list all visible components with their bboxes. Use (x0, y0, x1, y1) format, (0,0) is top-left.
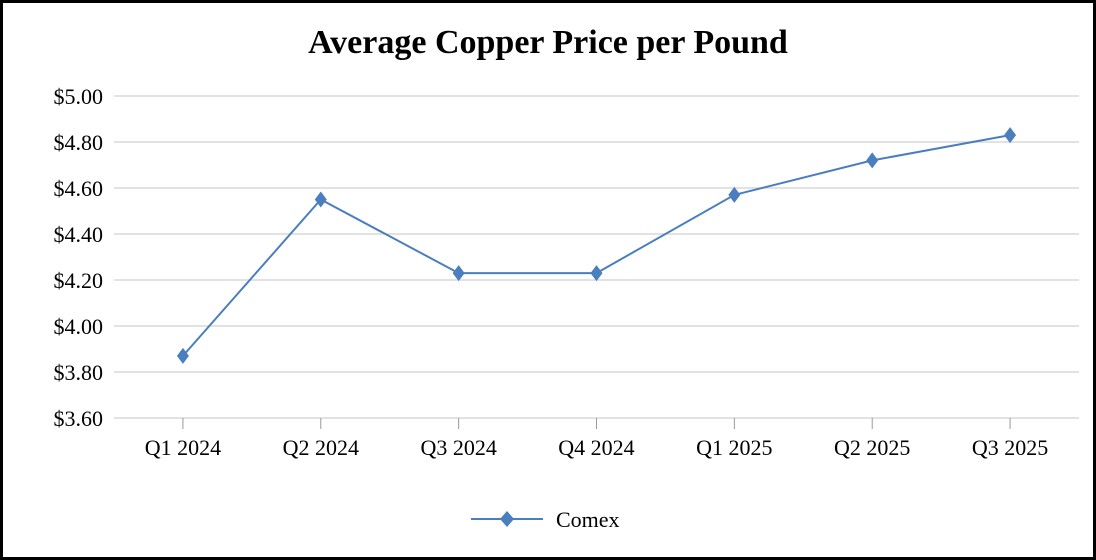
data-point-marker (452, 265, 465, 282)
y-tick-label: $5.00 (54, 84, 104, 109)
x-tick-label: Q3 2025 (972, 435, 1048, 460)
legend: Comex (471, 507, 620, 532)
chart-title: Average Copper Price per Pound (308, 24, 788, 61)
data-point-marker (728, 186, 741, 203)
y-tick-label: $3.60 (54, 406, 104, 431)
y-tick-label: $4.80 (54, 130, 104, 155)
legend-label: Comex (556, 507, 620, 532)
y-tick-label: $4.00 (54, 314, 104, 339)
x-tick-label: Q1 2024 (145, 435, 221, 460)
x-tick-label: Q1 2025 (696, 435, 772, 460)
x-tick-label: Q2 2024 (283, 435, 359, 460)
y-tick-label: $4.60 (54, 176, 104, 201)
data-point-marker (314, 191, 327, 208)
data-point-marker (176, 347, 189, 364)
y-tick-label: $4.20 (54, 268, 104, 293)
data-point-marker (866, 152, 879, 169)
y-tick-label: $4.40 (54, 222, 104, 247)
series-line-comex (182, 134, 1011, 357)
x-tick-label: Q3 2024 (420, 435, 496, 460)
x-tick-label: Q4 2024 (558, 435, 634, 460)
line-chart: Average Copper Price per Pound $3.60 $3.8… (54, 24, 1079, 532)
y-tick-label: $3.80 (54, 360, 104, 385)
data-point-marker (1004, 127, 1017, 144)
legend-diamond-icon (500, 511, 514, 527)
data-point-marker (590, 265, 603, 282)
x-tick-label: Q2 2025 (834, 435, 910, 460)
